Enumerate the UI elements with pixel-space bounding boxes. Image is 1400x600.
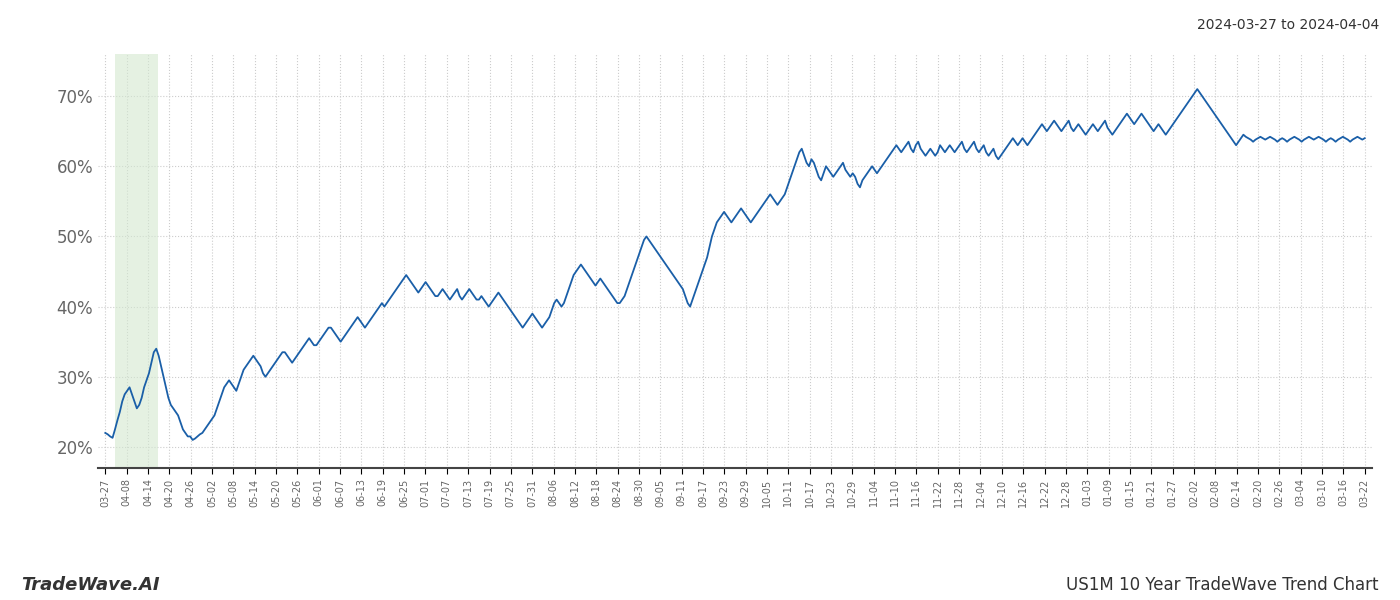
Text: US1M 10 Year TradeWave Trend Chart: US1M 10 Year TradeWave Trend Chart (1067, 576, 1379, 594)
Text: TradeWave.AI: TradeWave.AI (21, 576, 160, 594)
Text: 2024-03-27 to 2024-04-04: 2024-03-27 to 2024-04-04 (1197, 18, 1379, 32)
Bar (115, 54, 158, 468)
